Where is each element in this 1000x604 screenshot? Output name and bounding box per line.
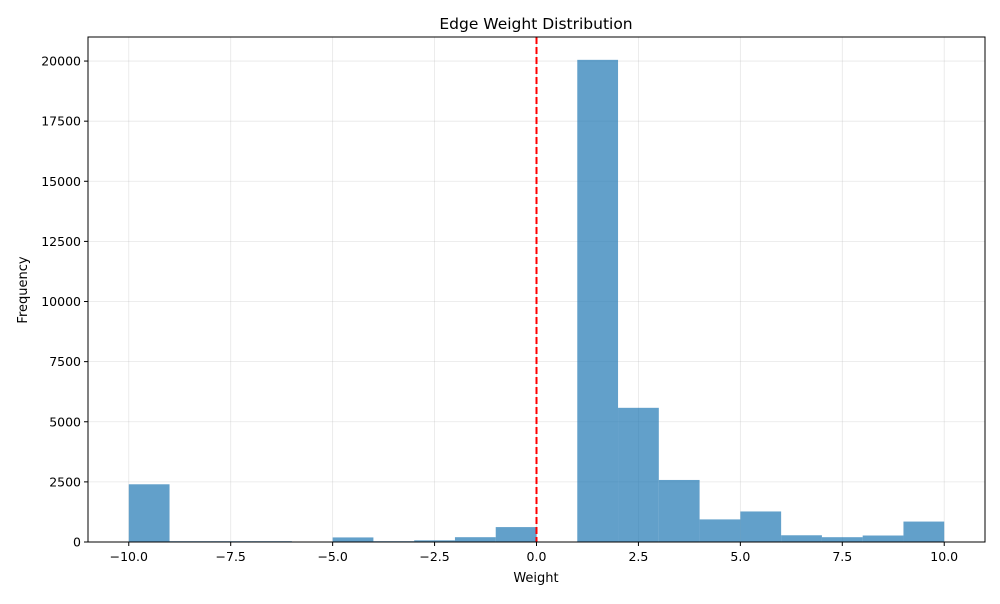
x-tick-label: −7.5 [216,549,246,564]
y-tick-label: 20000 [41,54,81,69]
histogram-bar [740,511,782,542]
histogram-bar [128,484,170,542]
x-tick-label: −10.0 [110,549,148,564]
x-tick-label: 7.5 [832,549,852,564]
histogram-bar [454,537,496,542]
histogram-bar [903,521,945,542]
y-tick-label: 17500 [41,114,81,129]
histogram-bar [862,535,904,542]
x-axis-ticks: −10.0 −7.5 −5.0 −2.5 0.0 2.5 5.0 7.5 10.0 [110,542,958,564]
y-axis-label: Frequency [16,256,31,323]
x-tick-label: 0.0 [527,549,547,564]
histogram-bar [414,540,455,542]
x-tick-label: 5.0 [730,549,750,564]
y-tick-label: 10000 [41,294,81,309]
histogram-bar [618,407,659,542]
histogram-bar [577,59,619,542]
y-axis-ticks: 0 2500 5000 7500 10000 12500 15000 17500 20000 [41,54,88,550]
x-tick-label: 2.5 [628,549,648,564]
y-tick-label: 0 [73,535,81,550]
histogram-bar [821,537,863,542]
histogram-bar [332,537,374,542]
y-tick-label: 5000 [49,414,81,429]
y-tick-label: 2500 [49,474,81,489]
histogram-bar [658,479,700,542]
x-tick-label: −5.0 [317,549,347,564]
histogram-bar [699,519,741,542]
y-tick-label: 12500 [41,234,81,249]
bars-layer [128,59,945,542]
y-tick-label: 15000 [41,174,81,189]
x-tick-label: −2.5 [419,549,449,564]
histogram-bar [781,535,822,542]
histogram-bar [495,527,537,542]
y-tick-label: 7500 [49,354,81,369]
chart-title: Edge Weight Distribution [439,15,632,33]
x-axis-label: Weight [513,571,558,586]
x-tick-label: 10.0 [930,549,958,564]
